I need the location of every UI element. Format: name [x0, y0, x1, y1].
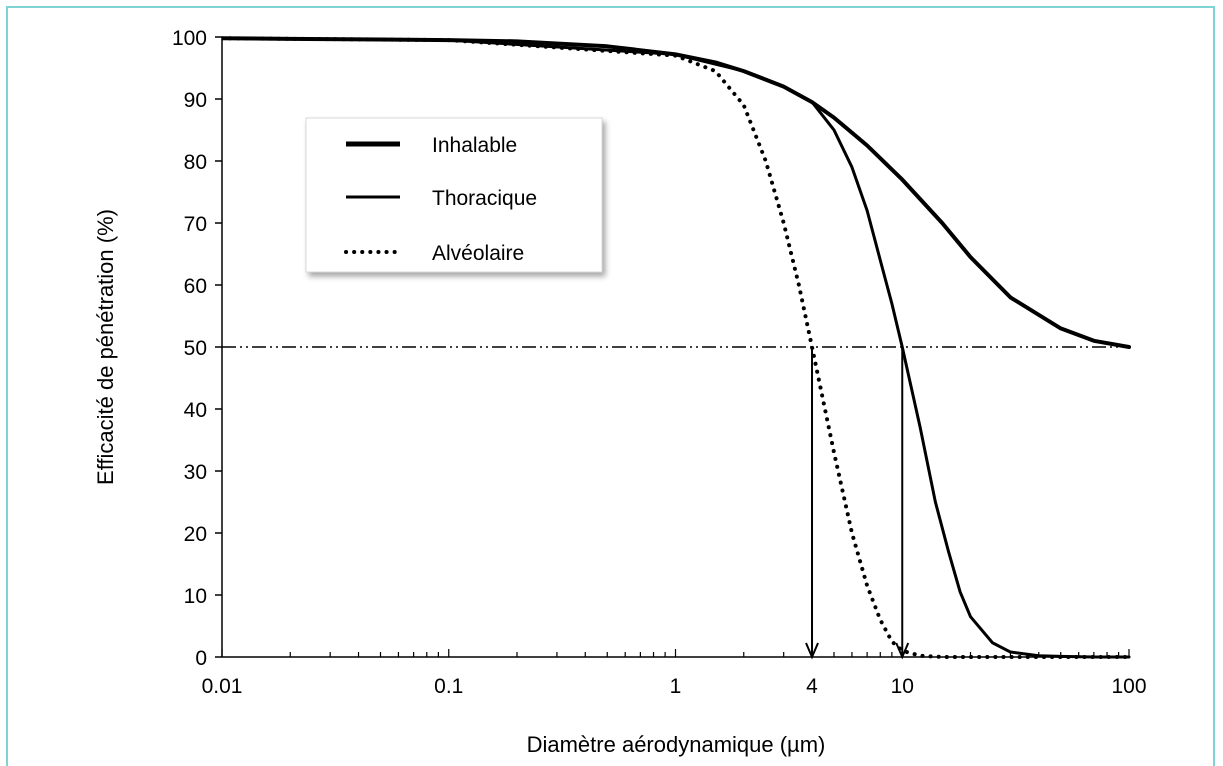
axes: 0 10 20 30 40 50 60 70 80 90 100 0.01 0.1 1 4 10 100	[172, 27, 1147, 698]
y-tick-label-60: 60	[184, 275, 207, 298]
x-axis-title: Diamètre aérodynamique (µm)	[527, 732, 826, 757]
y-tick-label-70: 70	[184, 213, 207, 236]
x-tick-label-1: 1	[670, 675, 682, 698]
x-tick-label-4: 4	[806, 675, 818, 698]
x-tick-label-0.1: 0.1	[434, 675, 463, 698]
legend-label-inhalable: Inhalable	[432, 134, 517, 157]
x-tick-label-10: 10	[891, 675, 914, 698]
y-tick-label-10: 10	[184, 585, 207, 608]
chart-frame	[6, 6, 1215, 766]
legend: Inhalable Thoracique Alvéolaire	[305, 117, 603, 273]
y-tick-label-90: 90	[184, 89, 207, 112]
x-tick-label-100: 100	[1111, 675, 1146, 698]
y-tick-label-0: 0	[195, 647, 207, 670]
series-line-inhalable	[222, 36, 1131, 349]
y-tick-label-40: 40	[184, 399, 207, 422]
legend-label-thoracique: Thoracique	[432, 187, 537, 210]
y-tick-label-30: 30	[184, 461, 207, 484]
y-axis-title: Efficacité de pénétration (%)	[93, 209, 118, 485]
x-tick-label-0.01: 0.01	[202, 675, 243, 698]
y-tick-label-50: 50	[184, 337, 207, 360]
y-tick-label-100: 100	[172, 27, 207, 50]
legend-label-alveolaire: Alvéolaire	[432, 242, 524, 265]
y-tick-label-20: 20	[184, 523, 207, 546]
y-tick-label-80: 80	[184, 151, 207, 174]
